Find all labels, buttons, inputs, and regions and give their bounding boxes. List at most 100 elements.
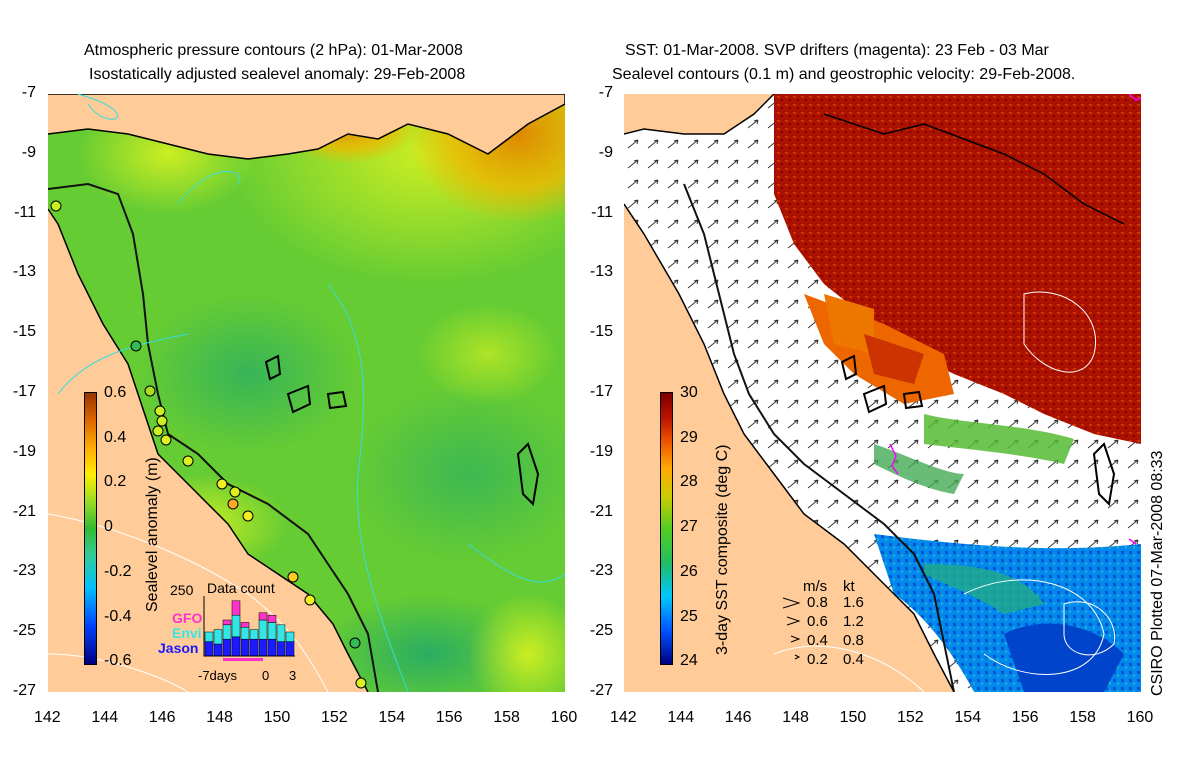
lat-label: -17 xyxy=(12,383,36,400)
lat-label: -11 xyxy=(591,203,613,221)
lat-label: -27 xyxy=(12,682,36,699)
histogram-bar xyxy=(258,619,268,640)
australia-landmass xyxy=(48,209,368,692)
reef-islands xyxy=(840,354,924,414)
legend-jason: Jason xyxy=(158,640,199,656)
data-count-histogram xyxy=(203,596,295,666)
colorbar-tick: 27 xyxy=(680,518,698,536)
lon-label: 154 xyxy=(378,709,406,726)
lat-label: -9 xyxy=(21,143,36,161)
lon-label: 150 xyxy=(839,709,867,726)
histogram-max-label: 250 xyxy=(170,582,194,598)
lon-label: 160 xyxy=(550,709,578,726)
lat-label: -23 xyxy=(589,562,613,580)
colorbar-tick: -0.4 xyxy=(104,607,132,625)
sst-map xyxy=(624,94,1141,692)
velocity-kt-value: 0.8 xyxy=(843,632,864,649)
colorbar-tick: 29 xyxy=(680,428,698,446)
new-guinea-landmass xyxy=(624,94,774,134)
lon-label: 156 xyxy=(1011,709,1039,726)
new-guinea-landmass xyxy=(48,94,565,159)
velocity-scale-ms-header: m/s xyxy=(803,578,828,595)
lon-label: 142 xyxy=(34,709,61,726)
colorbar-tick: 0.2 xyxy=(104,473,127,491)
lon-label: 146 xyxy=(148,709,176,726)
lat-label: -13 xyxy=(12,263,36,281)
velocity-ms-value: 0.8 xyxy=(807,594,828,611)
velocity-kt-value: 1.6 xyxy=(843,594,864,611)
lon-label: 148 xyxy=(206,709,233,726)
sst-colorbar-label: 3-day SST composite (deg C) xyxy=(714,444,731,655)
colorbar-tick: 0.4 xyxy=(104,428,127,446)
histogram-bar xyxy=(240,638,250,657)
lon-label: 158 xyxy=(493,709,520,726)
velocity-arrow-0-2 xyxy=(794,654,801,660)
histogram-time-marker xyxy=(223,658,263,661)
colorbar-tick: 30 xyxy=(680,384,698,401)
histogram-bar xyxy=(267,638,277,657)
velocity-ms-value: 0.2 xyxy=(807,651,828,668)
lon-label: 152 xyxy=(897,709,924,726)
pressure-contour xyxy=(77,94,118,120)
histogram-bar xyxy=(222,624,232,640)
colorbar-tick: -0.6 xyxy=(104,652,132,670)
colorbar-tick: 25 xyxy=(680,607,698,625)
histogram-title: Data count xyxy=(207,580,275,596)
lon-label: 150 xyxy=(263,709,291,726)
plot-credit: CSIRO Plotted 07-Mar-2008 08:33 xyxy=(1149,450,1166,696)
lat-label: -15 xyxy=(12,323,36,341)
lat-label: -25 xyxy=(589,622,613,640)
lon-label: 148 xyxy=(782,709,809,726)
histogram-bar xyxy=(213,629,223,645)
histogram-bar xyxy=(276,624,286,642)
svp-drifter-track xyxy=(889,443,899,475)
colorbar-tick: 26 xyxy=(680,562,698,580)
sealevel-colorbar xyxy=(84,392,97,665)
sealevel-anomaly-map xyxy=(48,94,565,692)
lat-label: -11 xyxy=(14,203,36,221)
lat-label: -13 xyxy=(589,263,613,281)
histogram-bar xyxy=(213,643,223,657)
left-title-line2: Isostatically adjusted sealevel anomaly:… xyxy=(89,66,466,83)
velocity-scale: m/s kt 0.8 1.6 0.6 1.2 0.4 0.8 0.2 0.4 xyxy=(779,578,899,668)
histogram-axis xyxy=(203,596,295,657)
shelf-contour xyxy=(48,182,379,692)
histogram-bar xyxy=(240,622,250,628)
lon-label: 144 xyxy=(667,709,695,726)
right-title-line1: SST: 01-Mar-2008. SVP drifters (magenta)… xyxy=(625,42,1049,59)
lon-label: 156 xyxy=(435,709,463,726)
histogram-xtick-zero: 0 xyxy=(262,668,270,683)
histogram-bar xyxy=(285,631,295,642)
velocity-arrow-0-4 xyxy=(790,635,801,643)
colorbar-tick: -0.2 xyxy=(104,562,132,580)
tide-gauge-markers xyxy=(50,200,367,689)
lat-label: -23 xyxy=(12,562,36,580)
lat-label: -19 xyxy=(589,442,613,460)
lon-label: 146 xyxy=(724,709,752,726)
histogram-bar xyxy=(249,629,259,640)
histogram-bar xyxy=(222,638,232,657)
right-title-line2: Sealevel contours (0.1 m) and geostrophi… xyxy=(612,66,1076,83)
lat-label: -19 xyxy=(12,442,36,460)
colorbar-tick: 28 xyxy=(680,473,698,491)
lon-label: 154 xyxy=(954,709,982,726)
lat-label: -17 xyxy=(589,383,613,400)
histogram-bar xyxy=(258,638,268,657)
velocity-arrow-0-8 xyxy=(782,597,801,609)
histogram-bar xyxy=(258,612,268,621)
lon-label: 142 xyxy=(610,709,637,726)
left-title-line1: Atmospheric pressure contours (2 hPa): 0… xyxy=(84,42,463,59)
histogram-bar xyxy=(204,641,214,657)
lat-label: -21 xyxy=(589,502,613,520)
lat-label: -15 xyxy=(589,323,613,341)
histogram-bar xyxy=(276,641,286,657)
histogram-bar xyxy=(240,626,250,640)
histogram-bar xyxy=(231,614,241,638)
histogram-bar xyxy=(285,641,295,657)
sst-colorbar xyxy=(660,392,673,665)
sst-warm-region xyxy=(774,94,1141,444)
histogram-bar xyxy=(231,600,241,616)
sealevel-colorbar-label: Sealevel anomaly (m) xyxy=(144,457,161,612)
lon-label: 158 xyxy=(1069,709,1096,726)
velocity-scale-kt-header: kt xyxy=(843,578,855,595)
